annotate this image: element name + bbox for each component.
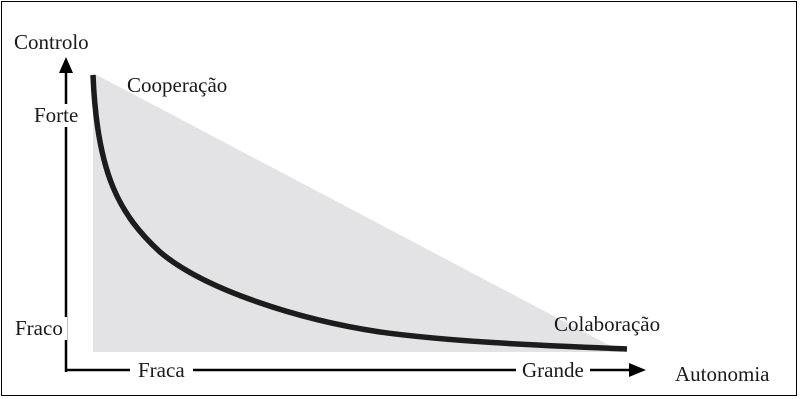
- curve-line: [90, 74, 628, 352]
- x-axis-arrow-icon: [629, 363, 646, 377]
- y-low-label: Fraco: [11, 317, 67, 340]
- x-axis-label: Autonomia: [675, 362, 770, 386]
- label-bottom: Colaboração: [554, 312, 661, 336]
- y-high-label: Forte: [30, 104, 83, 127]
- y-axis-arrow-icon: [59, 57, 73, 73]
- x-low-label: Fraca: [130, 359, 193, 382]
- label-top: Cooperação: [127, 73, 228, 97]
- shaded-triangle: [93, 73, 622, 352]
- x-high-label: Grande: [516, 359, 590, 382]
- y-axis-label: Controlo: [14, 30, 89, 54]
